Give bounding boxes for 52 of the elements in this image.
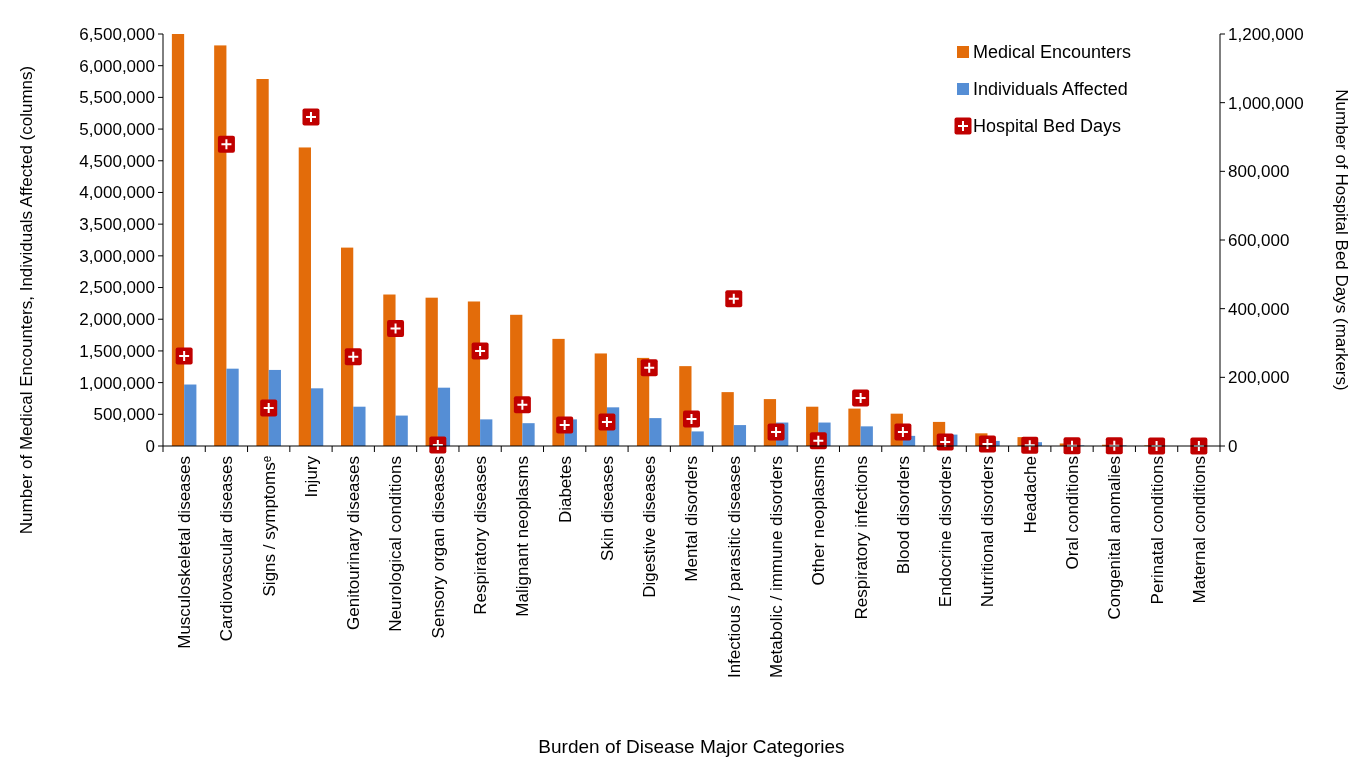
legend-label: Hospital Bed Days	[973, 116, 1122, 137]
x-tick-label: Diabetes	[555, 456, 575, 524]
x-tick-label: Respiratory infections	[851, 456, 871, 620]
legend-label: Medical Encounters	[973, 42, 1132, 63]
x-tick-label: Oral conditions	[1062, 456, 1082, 570]
y2-tick-label: 400,000	[1228, 299, 1290, 319]
x-tick-label: Malignant neoplasms	[513, 456, 533, 617]
y2-tick-label: 1,200,000	[1228, 24, 1304, 44]
y-axis-title: Number of Medical Encounters, Individuals Affected (columns)	[17, 65, 36, 535]
x-tick-label: Blood disorders	[893, 456, 913, 575]
x-tick-label: Digestive diseases	[640, 456, 660, 598]
y2-tick-label: 800,000	[1228, 162, 1290, 182]
y-tick-label: 2,000,000	[79, 310, 155, 330]
x-tick-label: Injury	[301, 455, 321, 498]
y2-tick-label: 1,000,000	[1228, 93, 1304, 113]
y-tick-label: 500,000	[93, 405, 155, 425]
x-tick-label: Endocrine disorders	[936, 456, 956, 608]
y-tick-label: 0	[145, 436, 155, 456]
y2-tick-label: 600,000	[1228, 230, 1290, 250]
y-tick-label: 1,500,000	[79, 341, 155, 361]
x-tick-label: Metabolic / immune disorders	[767, 456, 787, 679]
x-tick-label: Perinatal conditions	[1147, 456, 1167, 605]
y-tick-label: 1,000,000	[79, 373, 155, 393]
y-tick-label: 3,500,000	[79, 215, 155, 235]
y2-tick-label: 200,000	[1228, 368, 1290, 388]
y-tick-label: 6,500,000	[79, 24, 155, 44]
x-tick-label: Signs / symptomsᵉ	[259, 456, 279, 597]
x-tick-label: Mental disorders	[682, 456, 702, 582]
y-tick-label: 4,000,000	[79, 183, 155, 203]
y-tick-label: 4,500,000	[79, 151, 155, 171]
x-tick-label: Headache	[1020, 456, 1040, 534]
x-tick-label: Nutritional disorders	[978, 456, 998, 608]
x-tick-label: Respiratory diseases	[471, 456, 491, 615]
x-tick-label: Maternal conditions	[1189, 456, 1209, 604]
x-tick-label: Skin diseases	[597, 456, 617, 561]
y-tick-label: 3,000,000	[79, 246, 155, 266]
x-tick-label: Genitourinary diseases	[344, 456, 364, 630]
x-axis-title: Burden of Disease Major Categories	[538, 736, 845, 757]
y2-tick-label: 0	[1228, 436, 1238, 456]
y-tick-label: 2,500,000	[79, 278, 155, 298]
y-tick-label: 5,500,000	[79, 88, 155, 108]
x-tick-label: Sensory organ diseases	[428, 456, 448, 639]
x-tick-label: Other neoplasms	[809, 456, 829, 586]
x-tick-label: Neurological conditions	[386, 456, 406, 632]
x-tick-label: Cardiovascular diseases	[217, 456, 237, 642]
x-tick-label: Infectious / parasitic diseases	[724, 456, 744, 679]
y-tick-label: 6,000,000	[79, 56, 155, 76]
x-tick-label: Congenital anomalies	[1105, 456, 1125, 620]
x-tick-label: Musculoskeletal diseases	[175, 456, 195, 649]
y-tick-label: 5,000,000	[79, 120, 155, 140]
legend-label: Individuals Affected	[973, 79, 1128, 100]
y2-axis-title: Number of Hospital Bed Days (markers)	[1332, 89, 1351, 391]
